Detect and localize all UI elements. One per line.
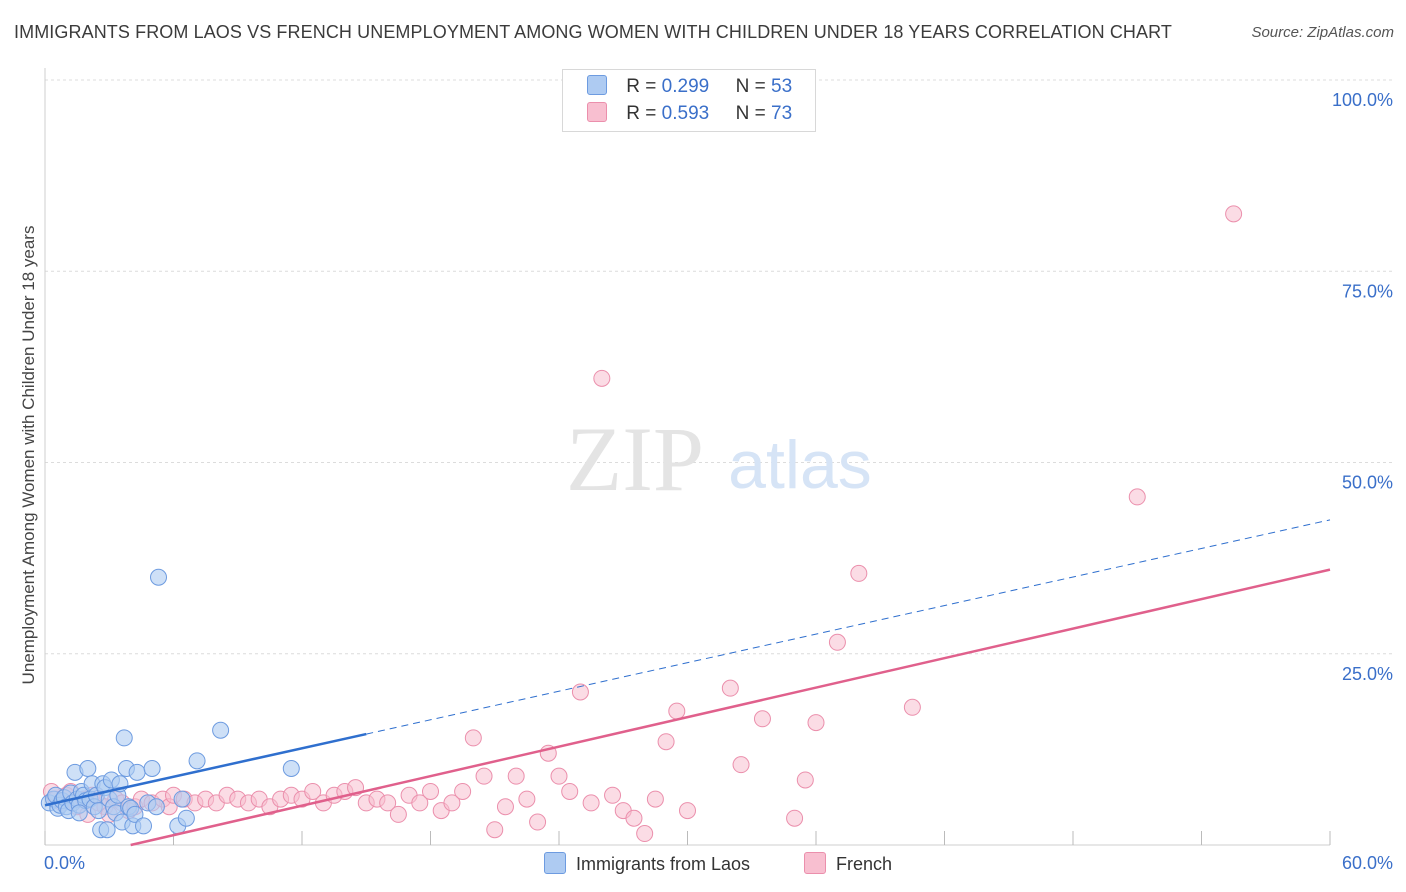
tick-labels: 100.0% 75.0% 50.0% 25.0% 0.0% 60.0% (44, 90, 1393, 873)
laos-point-49 (188, 752, 206, 770)
french-points (42, 205, 1243, 843)
bottom-legend-laos[interactable]: Immigrants from Laos (544, 852, 750, 875)
watermark-zip: ZIP (566, 408, 704, 510)
laos-r-label: R = (626, 76, 657, 97)
french-point-73 (796, 771, 814, 789)
laos-swatch (587, 75, 607, 95)
french-r-value: 0.593 (661, 103, 710, 124)
french-point-63 (625, 809, 643, 827)
laos-trend-dashed (366, 519, 1331, 735)
french-point-75 (828, 633, 846, 651)
laos-point-52 (70, 804, 88, 822)
legend-row-french: R = 0.593 N = 73 (587, 102, 792, 126)
french-point-41 (389, 805, 407, 823)
french-point-76 (850, 564, 868, 582)
correlation-legend: R = 0.299 N = 53 R = 0.593 N = 73 (562, 69, 816, 132)
laos-r-value: 0.299 (661, 76, 710, 97)
laos-point-44 (147, 798, 165, 816)
french-point-61 (604, 786, 622, 804)
french-point-46 (443, 794, 461, 812)
laos-point-26 (98, 821, 116, 839)
french-point-53 (518, 790, 536, 808)
laos-point-41 (135, 817, 153, 835)
french-point-77 (903, 698, 921, 716)
x-tick-label-max: 60.0% (1342, 853, 1393, 873)
laos-point-34 (115, 729, 133, 747)
french-point-54 (529, 813, 547, 831)
french-point-64 (636, 825, 654, 843)
french-point-49 (475, 767, 493, 785)
source-label: Source: ZipAtlas.com (1251, 24, 1394, 41)
axes (44, 68, 1331, 846)
french-r-label: R = (626, 103, 657, 124)
x-tick-label-min: 0.0% (44, 853, 85, 873)
french-point-56 (550, 767, 568, 785)
french-point-48 (464, 729, 482, 747)
y-tick-label-0: 100.0% (1332, 90, 1393, 110)
y-tick-label-3: 25.0% (1342, 664, 1393, 684)
french-point-67 (668, 702, 686, 720)
legend-row-laos: R = 0.299 N = 53 (587, 75, 792, 99)
french-point-74 (807, 714, 825, 732)
french-point-65 (646, 790, 664, 808)
french-point-70 (732, 756, 750, 774)
y-tick-label-2: 50.0% (1342, 473, 1393, 493)
bottom-laos-swatch (544, 852, 566, 874)
laos-point-45 (150, 568, 168, 586)
french-trend-line (130, 568, 1331, 847)
french-point-47 (454, 782, 472, 800)
laos-trend-line (44, 732, 367, 807)
french-point-58 (571, 683, 589, 701)
chart-title: IMMIGRANTS FROM LAOS VS FRENCH UNEMPLOYM… (14, 22, 1172, 42)
trendlines (44, 519, 1331, 847)
grid (45, 79, 1392, 655)
french-point-59 (582, 794, 600, 812)
bottom-laos-label: Immigrants from Laos (576, 854, 751, 874)
laos-n-label: N = (735, 76, 766, 97)
french-point-43 (411, 794, 429, 812)
french-point-66 (657, 733, 675, 751)
laos-point-17 (79, 760, 97, 777)
laos-point-51 (282, 760, 300, 777)
laos-points (40, 568, 300, 839)
french-point-60 (593, 369, 611, 387)
french-n-value: 73 (771, 103, 793, 124)
french-swatch (587, 102, 607, 122)
laos-point-47 (173, 790, 191, 808)
watermark: ZIP atlas (566, 408, 872, 510)
watermark-atlas: atlas (728, 427, 872, 503)
french-point-78 (1128, 488, 1146, 506)
bottom-french-label: French (836, 854, 893, 874)
laos-point-43 (143, 760, 161, 777)
bottom-legend-french[interactable]: French (804, 852, 892, 875)
french-point-40 (379, 794, 397, 812)
french-n-label: N = (735, 103, 766, 124)
french-point-79 (1225, 205, 1243, 223)
french-point-68 (679, 802, 696, 820)
laos-point-39 (126, 805, 144, 823)
bottom-french-swatch (804, 852, 826, 874)
french-point-57 (561, 782, 579, 800)
laos-point-40 (128, 763, 146, 781)
french-point-44 (422, 782, 439, 800)
french-point-50 (486, 821, 504, 839)
french-point-33 (304, 782, 322, 800)
laos-n-value: 53 (771, 76, 793, 97)
french-point-72 (786, 809, 804, 827)
laos-point-50 (212, 721, 230, 739)
french-point-69 (721, 679, 739, 697)
french-point-51 (496, 798, 514, 816)
laos-point-48 (177, 809, 195, 827)
french-point-71 (753, 710, 771, 728)
y-tick-label-1: 75.0% (1342, 281, 1393, 301)
french-point-52 (507, 767, 525, 785)
